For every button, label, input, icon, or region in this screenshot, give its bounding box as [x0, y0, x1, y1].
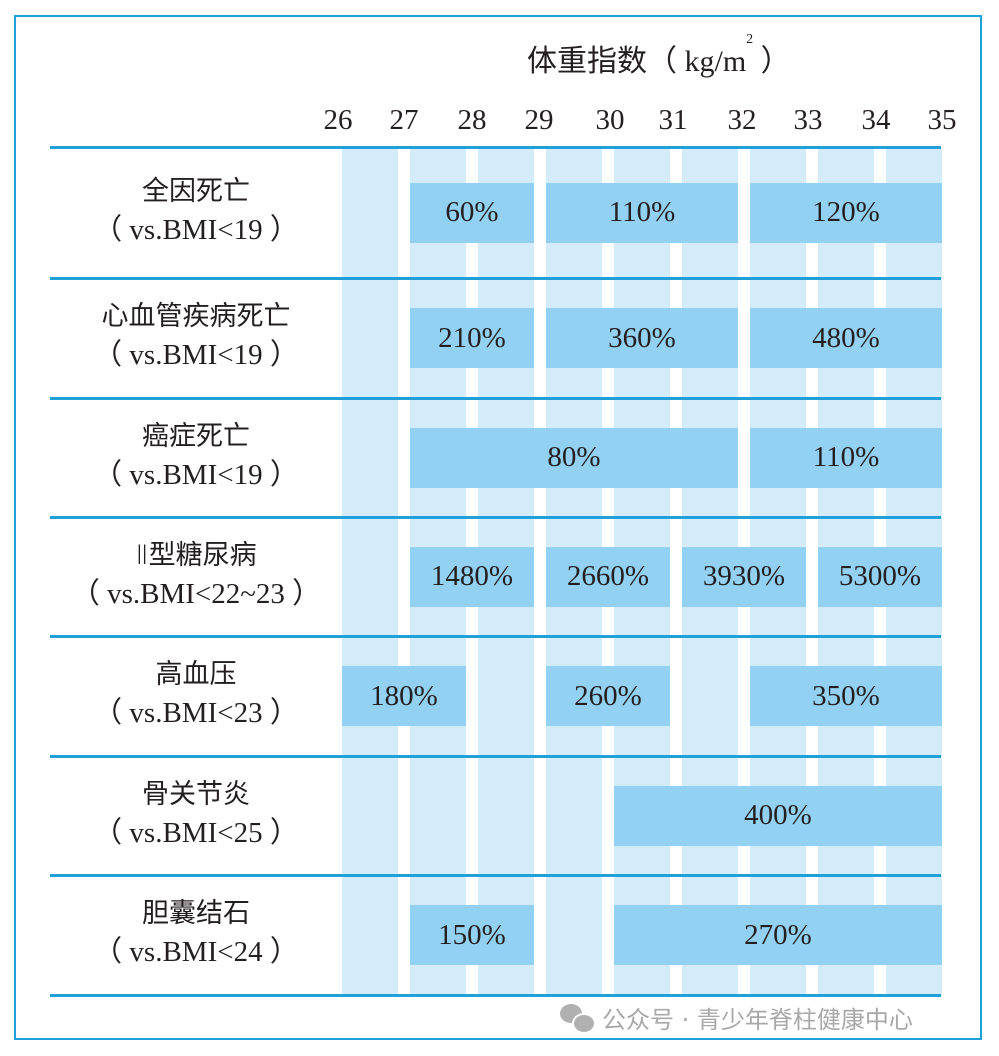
wechat-icon [560, 1003, 596, 1034]
row-divider [50, 994, 941, 997]
risk-bar: 270% [614, 905, 942, 965]
row-label: 癌症死亡 （ vs.BMI<19 ） [50, 418, 342, 494]
risk-bar: 150% [410, 905, 534, 965]
row-divider [50, 635, 941, 638]
x-tick-label: 27 [389, 104, 419, 136]
row-reference: （ vs.BMI<23 ） [93, 697, 299, 729]
row-reference: （ vs.BMI<19 ） [93, 339, 299, 371]
risk-bar: 5300% [818, 546, 942, 607]
x-tick-label: 34 [861, 104, 891, 136]
risk-bar: 3930% [682, 546, 806, 607]
risk-bar: 350% [750, 666, 942, 726]
axis-title: 体重指数（ kg/m2 ） [527, 32, 791, 78]
x-tick-label: 32 [727, 104, 757, 136]
watermark-text: 公众号 · 青少年脊柱健康中心 [602, 1006, 913, 1034]
risk-bar: 110% [546, 182, 738, 243]
row-name: 癌症死亡 [142, 420, 250, 452]
row-label: 全因死亡 （ vs.BMI<19 ） [50, 173, 342, 249]
x-tick-label: 28 [457, 104, 487, 136]
row-divider [50, 516, 941, 519]
x-tick-label: 35 [927, 104, 957, 136]
row-divider [50, 146, 941, 149]
risk-bar: 400% [614, 785, 942, 846]
row-label: Ⅱ型糖尿病 （ vs.BMI<22~23 ） [50, 537, 342, 613]
risk-bar: 260% [546, 666, 670, 726]
risk-bar: 480% [750, 308, 942, 368]
row-label: 心血管疾病死亡 （ vs.BMI<19 ） [50, 298, 342, 374]
row-reference: （ vs.BMI<24 ） [93, 936, 299, 968]
row-label: 胆囊结石 （ vs.BMI<24 ） [50, 895, 342, 971]
column-stripe [342, 149, 398, 995]
row-reference: （ vs.BMI<19 ） [93, 213, 299, 246]
risk-bar: 1480% [410, 546, 534, 607]
row-reference: （ vs.BMI<25 ） [93, 816, 299, 849]
row-name: 骨关节炎 [142, 778, 250, 810]
row-divider [50, 874, 941, 877]
row-reference: （ vs.BMI<22~23 ） [70, 577, 322, 610]
watermark: 公众号 · 青少年脊柱健康中心 [560, 1000, 913, 1035]
risk-bar: 60% [410, 182, 534, 243]
risk-bar: 110% [750, 427, 942, 488]
row-name: 全因死亡 [142, 175, 250, 207]
row-label: 高血压 （ vs.BMI<23 ） [50, 656, 342, 732]
x-tick-label: 29 [524, 104, 554, 136]
row-label: 骨关节炎 （ vs.BMI<25 ） [50, 776, 342, 852]
chart-frame [14, 15, 982, 1040]
risk-bar: 210% [410, 308, 534, 368]
row-divider [50, 755, 941, 758]
risk-bar: 80% [410, 427, 738, 488]
x-tick-label: 33 [793, 104, 823, 136]
row-divider [50, 397, 941, 400]
x-tick-label: 30 [595, 104, 625, 136]
x-tick-label: 26 [323, 104, 353, 136]
row-name: 高血压 [155, 659, 237, 690]
row-name: 胆囊结石 [142, 898, 250, 929]
row-name: Ⅱ型糖尿病 [135, 539, 257, 571]
risk-bar: 120% [750, 182, 942, 243]
row-name: 心血管疾病死亡 [101, 301, 291, 332]
risk-bar: 180% [342, 666, 466, 726]
risk-bar: 360% [546, 308, 738, 368]
row-divider [50, 277, 941, 280]
row-reference: （ vs.BMI<19 ） [93, 458, 299, 491]
x-tick-label: 31 [658, 104, 688, 136]
risk-bar: 2660% [546, 546, 670, 607]
